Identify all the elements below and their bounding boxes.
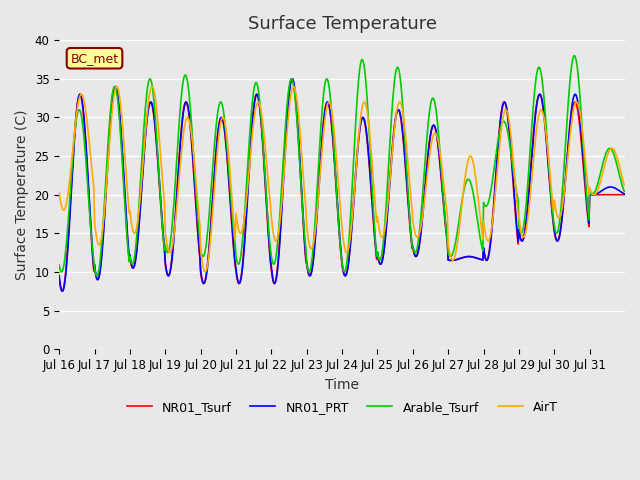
Arable_Tsurf	[55, 262, 63, 268]
NR01_Tsurf	[401, 164, 409, 170]
AirT	[227, 180, 235, 186]
NR01_Tsurf	[433, 136, 441, 142]
Line: Arable_Tsurf: Arable_Tsurf	[59, 56, 624, 276]
AirT	[620, 182, 628, 188]
AirT	[55, 190, 63, 195]
Title: Surface Temperature: Surface Temperature	[248, 15, 436, 33]
AirT	[148, 84, 156, 89]
Legend: NR01_Tsurf, NR01_PRT, Arable_Tsurf, AirT: NR01_Tsurf, NR01_PRT, Arable_Tsurf, AirT	[122, 396, 563, 419]
NR01_PRT	[122, 213, 130, 218]
AirT	[276, 216, 284, 222]
Arable_Tsurf	[433, 110, 440, 116]
NR01_PRT	[58, 288, 66, 294]
NR01_Tsurf	[55, 275, 63, 281]
NR01_PRT	[254, 94, 262, 99]
NR01_Tsurf	[122, 217, 130, 223]
NR01_PRT	[288, 76, 296, 82]
AirT	[255, 99, 262, 105]
NR01_Tsurf	[276, 240, 284, 246]
Line: NR01_PRT: NR01_PRT	[59, 79, 624, 291]
Line: NR01_Tsurf: NR01_Tsurf	[59, 79, 624, 291]
Arable_Tsurf	[227, 184, 234, 190]
NR01_Tsurf	[620, 192, 628, 198]
Text: BC_met: BC_met	[70, 52, 118, 65]
Arable_Tsurf	[122, 223, 130, 229]
NR01_PRT	[433, 134, 441, 140]
AirT	[401, 132, 409, 138]
NR01_PRT	[276, 245, 284, 251]
Y-axis label: Surface Temperature (C): Surface Temperature (C)	[15, 109, 29, 280]
Arable_Tsurf	[254, 85, 262, 91]
Line: AirT: AirT	[59, 86, 624, 272]
NR01_Tsurf	[254, 95, 262, 100]
Arable_Tsurf	[570, 53, 578, 59]
Arable_Tsurf	[620, 188, 628, 194]
NR01_PRT	[401, 160, 409, 166]
AirT	[122, 161, 129, 167]
NR01_Tsurf	[288, 76, 296, 82]
NR01_PRT	[620, 191, 628, 197]
NR01_Tsurf	[58, 288, 66, 294]
NR01_PRT	[227, 193, 234, 199]
AirT	[433, 133, 441, 139]
Arable_Tsurf	[93, 273, 100, 279]
X-axis label: Time: Time	[325, 378, 359, 392]
NR01_Tsurf	[227, 198, 234, 204]
NR01_PRT	[55, 273, 63, 278]
AirT	[201, 269, 209, 275]
Arable_Tsurf	[401, 133, 408, 139]
Arable_Tsurf	[276, 217, 284, 223]
